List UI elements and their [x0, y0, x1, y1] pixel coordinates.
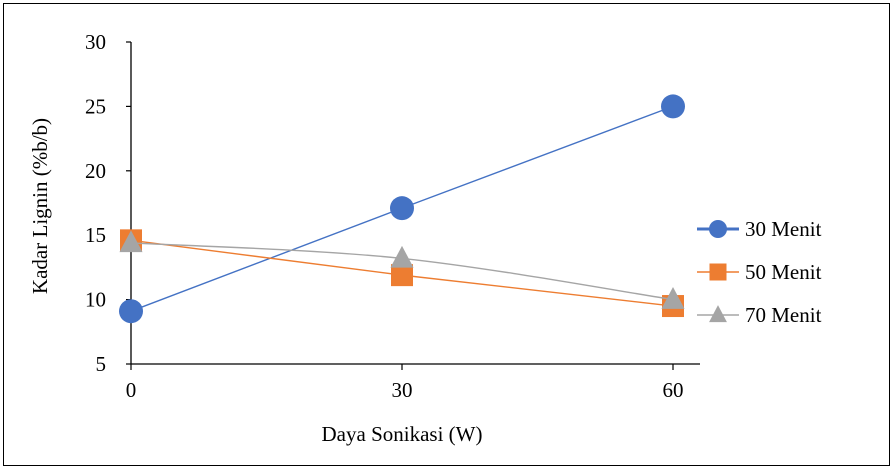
x-tick-label: 60	[663, 378, 684, 402]
legend: 30 Menit 50 Menit 70 Menit	[697, 217, 822, 327]
y-tick-label: 25	[85, 94, 106, 118]
data-point	[119, 299, 143, 324]
data-point	[390, 196, 414, 221]
y-tick-label: 15	[85, 223, 106, 247]
data-point	[391, 264, 413, 287]
data-point	[661, 287, 685, 309]
y-tick-label: 30	[85, 30, 106, 54]
y-tick-label: 5	[96, 352, 107, 376]
chart-frame	[3, 3, 890, 466]
series-30-menit	[119, 94, 685, 324]
y-axis-title: Kadar Lignin (%b/b)	[28, 118, 52, 294]
legend-label: 70 Menit	[745, 303, 822, 327]
series-70-menit	[119, 230, 685, 309]
legend-item: 70 Menit	[697, 303, 822, 327]
legend-label: 30 Menit	[745, 217, 822, 241]
y-tick-label: 10	[85, 288, 106, 312]
legend-item: 30 Menit	[697, 217, 822, 241]
legend-label: 50 Menit	[745, 260, 822, 284]
legend-marker	[709, 305, 727, 323]
data-point	[390, 245, 414, 268]
ticks: 5 10 15 20 25 30 0 30 60	[85, 30, 684, 402]
x-tick-label: 0	[126, 378, 137, 402]
legend-marker	[709, 263, 727, 281]
series-50-menit	[120, 229, 684, 318]
legend-item: 50 Menit	[697, 260, 822, 284]
x-tick-label: 30	[392, 378, 413, 402]
legend-marker	[709, 220, 727, 238]
y-tick-label: 20	[85, 159, 106, 183]
series-group	[119, 94, 685, 324]
data-point	[119, 230, 143, 253]
data-point	[661, 94, 685, 119]
x-axis-title: Daya Sonikasi (W)	[322, 422, 483, 446]
